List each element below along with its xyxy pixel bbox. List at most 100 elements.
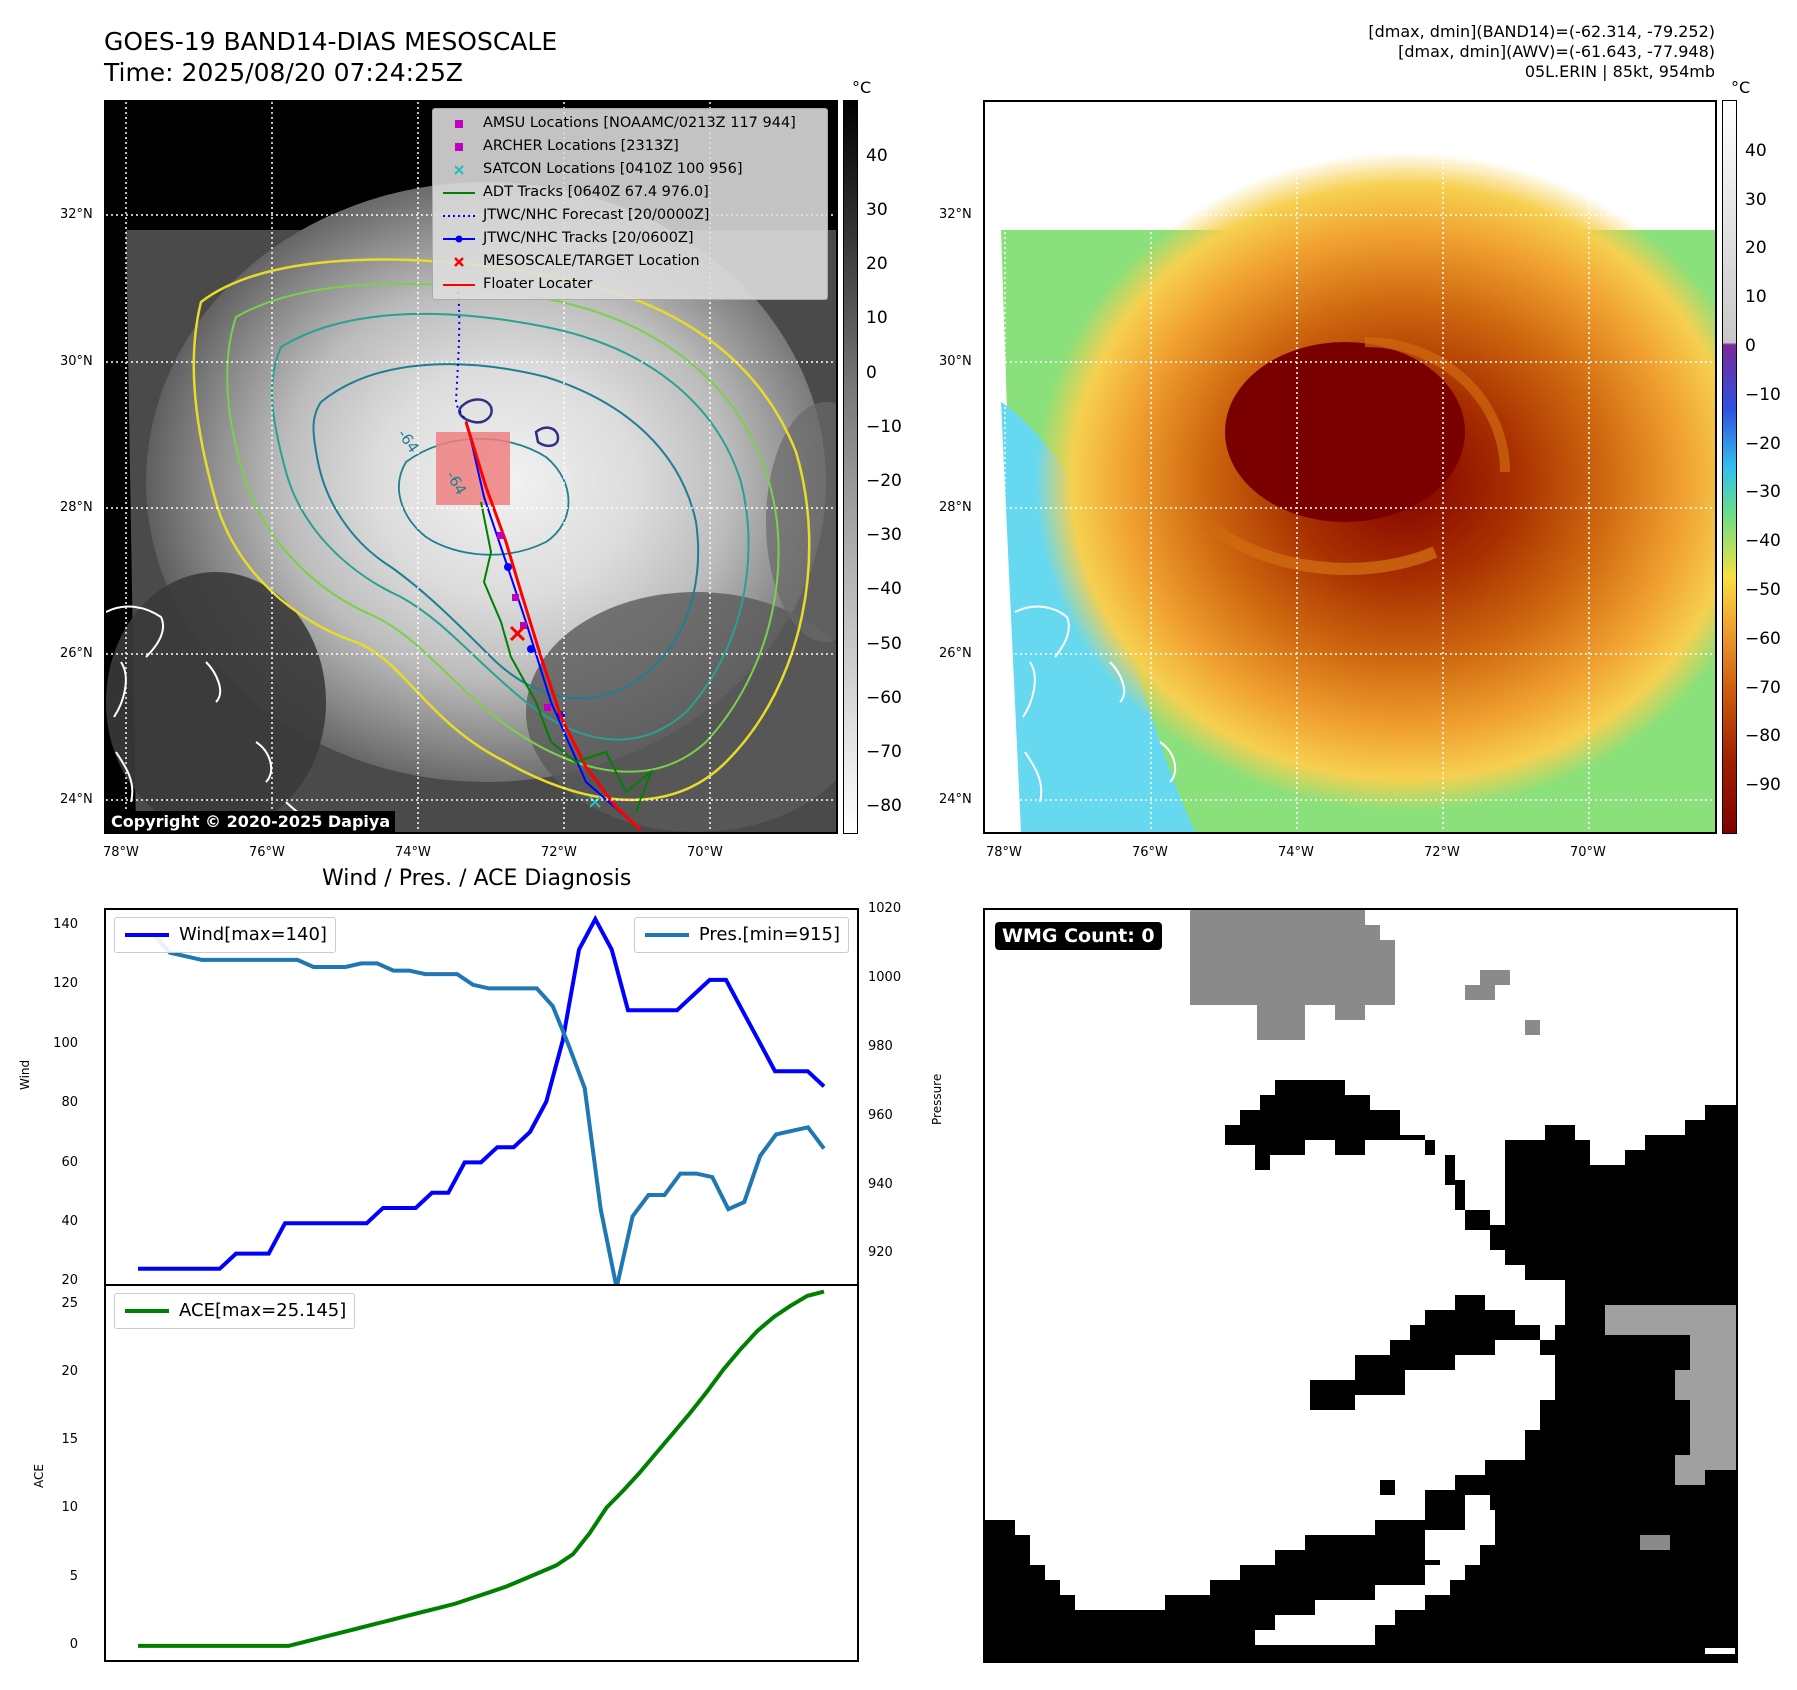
colorbar-tick: −10 bbox=[866, 417, 902, 437]
lon-tick: 74°W bbox=[395, 845, 431, 860]
pressure-axis-label: Pressure bbox=[930, 1073, 944, 1125]
wind-series-line bbox=[138, 914, 826, 1271]
wmg-panel: WMG Count: 0 bbox=[983, 908, 1738, 1663]
colorbar-tick: 30 bbox=[866, 200, 888, 220]
ace-ytick: 20 bbox=[61, 1364, 78, 1379]
lon-tick: 78°W bbox=[103, 845, 139, 860]
ace-chart: ACE[max=25.145] bbox=[104, 1284, 859, 1662]
diagnosis-title: Wind / Pres. / ACE Diagnosis bbox=[322, 866, 632, 891]
pressure-ytick: 940 bbox=[868, 1177, 893, 1192]
ace-ytick: 15 bbox=[61, 1432, 78, 1447]
colorbar-tick: −20 bbox=[866, 471, 902, 491]
lat-tick: 28°N bbox=[939, 500, 972, 515]
colorbar-tick: −30 bbox=[866, 525, 902, 545]
pressure-series-line bbox=[138, 932, 826, 1284]
legend-entry-floater: Floater Locater bbox=[443, 276, 593, 292]
legend-entry-tracks: JTWC/NHC Tracks [20/0600Z] bbox=[433, 227, 827, 250]
ace-series-line bbox=[138, 1289, 825, 1648]
pressure-ytick: 1000 bbox=[868, 970, 902, 985]
legend-entry-adt: ADT Tracks [0640Z 67.4 976.0] bbox=[443, 184, 709, 200]
ace-ytick: 10 bbox=[61, 1500, 78, 1515]
figure-title-line1: GOES-19 BAND14-DIAS MESOSCALE bbox=[104, 27, 558, 56]
colorbar-tick: 20 bbox=[866, 254, 888, 274]
ace-plot bbox=[138, 1289, 825, 1648]
lat-tick: 24°N bbox=[939, 792, 972, 807]
colorbar-tick: 0 bbox=[1745, 336, 1756, 356]
wind-ytick: 60 bbox=[61, 1155, 78, 1170]
colorbar-tick: −80 bbox=[866, 796, 902, 816]
colorbar-tick: −50 bbox=[866, 634, 902, 654]
colorbar-tick: −80 bbox=[1745, 726, 1781, 746]
ace-ytick: 5 bbox=[69, 1569, 78, 1584]
colorbar-tick: 40 bbox=[1745, 141, 1767, 161]
legend-entry-amsu: AMSU Locations [NOAAMC/0213Z 117 944] bbox=[433, 112, 827, 135]
colorbar-tick: 20 bbox=[1745, 238, 1767, 258]
colorbar-tick: −30 bbox=[1745, 482, 1781, 502]
wind-ytick: 80 bbox=[61, 1095, 78, 1110]
lat-tick: 26°N bbox=[60, 646, 93, 661]
lon-tick: 74°W bbox=[1278, 845, 1314, 860]
lon-tick: 78°W bbox=[986, 845, 1022, 860]
colorbar-tick: 30 bbox=[1745, 190, 1767, 210]
colorbar-gray bbox=[843, 100, 858, 834]
ace-legend: ACE[max=25.145] bbox=[114, 1293, 356, 1329]
ir-map-image bbox=[106, 102, 836, 832]
copyright-label: Copyright © 2020-2025 Dapiya bbox=[106, 811, 396, 832]
colorbar-tick: −70 bbox=[866, 742, 902, 762]
colorbar-tick: −60 bbox=[1745, 629, 1781, 649]
pressure-ytick: 920 bbox=[868, 1245, 893, 1260]
wind-legend: Wind[max=140] bbox=[114, 917, 336, 953]
wmg-count-badge: WMG Count: 0 bbox=[995, 922, 1162, 950]
colorbar-unit: °C bbox=[852, 78, 872, 97]
lat-tick: 28°N bbox=[60, 500, 93, 515]
info-line1: [dmax, dmin](BAND14)=(-62.314, -79.252) bbox=[1368, 22, 1715, 41]
wmg-image bbox=[985, 910, 1736, 1661]
colorbar-tick: 40 bbox=[866, 146, 888, 166]
colorbar-tick: −40 bbox=[866, 579, 902, 599]
wind-ytick: 100 bbox=[53, 1036, 78, 1051]
ace-ytick: 0 bbox=[69, 1637, 78, 1652]
wind-ytick: 120 bbox=[53, 976, 78, 991]
figure-title-line2: Time: 2025/08/20 07:24:25Z bbox=[104, 58, 463, 87]
pressure-ytick: 960 bbox=[868, 1108, 893, 1123]
pressure-ytick: 1020 bbox=[868, 901, 902, 916]
legend-entry-target: MESOSCALE/TARGET Location bbox=[433, 250, 827, 273]
wind-ytick: 140 bbox=[53, 917, 78, 932]
ir-map-panel: -64 -64 AMSU Locations [NOAAMC/0213Z 117… bbox=[104, 100, 838, 834]
lon-tick: 76°W bbox=[249, 845, 285, 860]
legend-entry-forecast: JTWC/NHC Forecast [20/0000Z] bbox=[443, 207, 710, 223]
colorbar-tick: 10 bbox=[1745, 287, 1767, 307]
lon-tick: 76°W bbox=[1132, 845, 1168, 860]
wind-ytick: 20 bbox=[61, 1273, 78, 1288]
lon-tick: 70°W bbox=[687, 845, 723, 860]
lon-tick: 70°W bbox=[1570, 845, 1606, 860]
lat-tick: 24°N bbox=[60, 792, 93, 807]
awv-map-panel bbox=[983, 100, 1717, 834]
wind-pressure-plot bbox=[138, 914, 826, 1284]
map-legend: AMSU Locations [NOAAMC/0213Z 117 944] AR… bbox=[432, 108, 828, 300]
lat-tick: 26°N bbox=[939, 646, 972, 661]
colorbar-tick: −10 bbox=[1745, 385, 1781, 405]
colorbar-unit: °C bbox=[1731, 78, 1751, 97]
lat-tick: 30°N bbox=[939, 354, 972, 369]
ace-axis-label: ACE bbox=[32, 1464, 46, 1488]
legend-entry-satcon: SATCON Locations [0410Z 100 956] bbox=[433, 158, 827, 181]
wind-ytick: 40 bbox=[61, 1214, 78, 1229]
colorbar-tick: −40 bbox=[1745, 531, 1781, 551]
pressure-ytick: 980 bbox=[868, 1039, 893, 1054]
wind-pressure-chart: Wind[max=140] Pres.[min=915] bbox=[104, 908, 859, 1286]
lat-tick: 30°N bbox=[60, 354, 93, 369]
lon-tick: 72°W bbox=[1424, 845, 1460, 860]
colorbar-tick: −90 bbox=[1745, 775, 1781, 795]
colorbar-tick: −50 bbox=[1745, 580, 1781, 600]
colorbar-tick: 0 bbox=[866, 363, 877, 383]
colorbar-tick: −60 bbox=[866, 688, 902, 708]
info-line2: [dmax, dmin](AWV)=(-61.643, -77.948) bbox=[1398, 42, 1715, 61]
awv-map-image bbox=[985, 102, 1715, 832]
colorbar-tick: −20 bbox=[1745, 434, 1781, 454]
ace-ytick: 25 bbox=[61, 1296, 78, 1311]
wind-axis-label: Wind bbox=[18, 1059, 32, 1090]
colorbar-tick: 10 bbox=[866, 308, 888, 328]
pressure-legend: Pres.[min=915] bbox=[633, 917, 849, 953]
lat-tick: 32°N bbox=[60, 207, 93, 222]
